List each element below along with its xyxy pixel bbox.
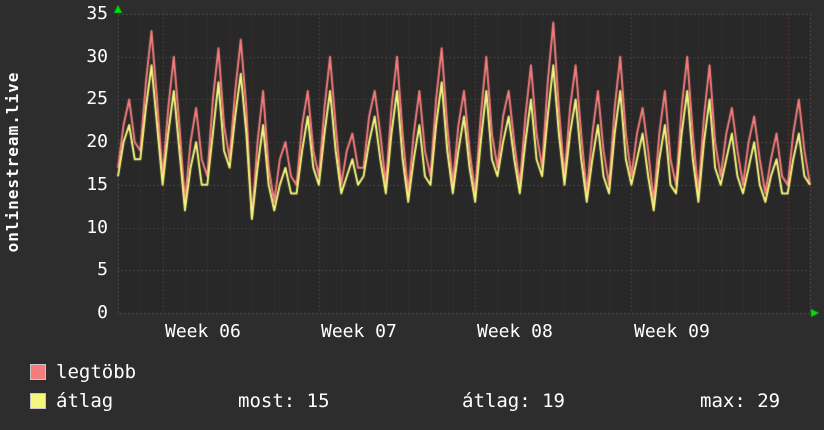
vertical-axis-title: onlinestream.live bbox=[3, 71, 22, 253]
y-axis-tick-label: 25 bbox=[86, 88, 108, 109]
y-axis-tick-label: 5 bbox=[97, 259, 108, 280]
y-axis-tick-label: 20 bbox=[86, 131, 108, 152]
y-axis-tick-label: 15 bbox=[86, 174, 108, 195]
y-axis-tick-label: 10 bbox=[86, 217, 108, 238]
y-axis-tick-label: 30 bbox=[86, 46, 108, 67]
x-axis-tick-label: Week 08 bbox=[477, 321, 553, 342]
x-axis-tick-label: Week 09 bbox=[634, 321, 710, 342]
x-axis-tick-label: Week 07 bbox=[321, 321, 397, 342]
y-axis-tick-label: 0 bbox=[97, 302, 108, 323]
y-axis-tick-label: 35 bbox=[86, 3, 108, 24]
x-axis-tick-label: Week 06 bbox=[165, 321, 241, 342]
